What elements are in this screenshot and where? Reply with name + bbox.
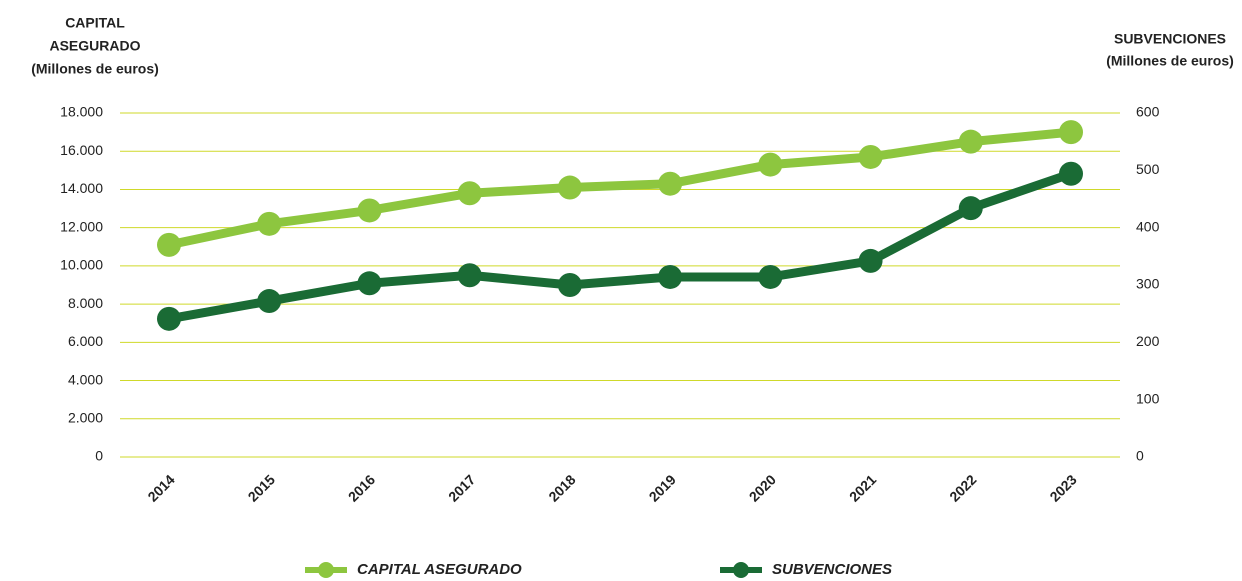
y2-tick-label: 100 (1136, 390, 1160, 406)
y2-tick-label: 500 (1136, 161, 1160, 177)
x-tick-label: 2023 (1046, 471, 1079, 504)
x-tick-label: 2019 (646, 471, 679, 504)
point (858, 248, 883, 273)
y-axis-label: CAPITAL (65, 15, 125, 31)
x-tick-label: 2014 (144, 471, 177, 504)
y-tick-label: 4.000 (68, 371, 103, 387)
point (1059, 120, 1083, 145)
point (858, 144, 883, 169)
y2-tick-label: 200 (1136, 333, 1160, 349)
point (557, 273, 582, 297)
point (1059, 161, 1083, 186)
point (157, 232, 181, 257)
point (658, 264, 683, 289)
y-tick-label: 0 (95, 448, 103, 464)
point (357, 271, 382, 296)
legend-marker (733, 562, 749, 578)
point (257, 289, 282, 314)
x-tick-label: 2021 (846, 471, 879, 504)
point (257, 211, 282, 236)
legend-label: SUBVENCIONES (772, 561, 892, 578)
point (557, 175, 582, 200)
y-tick-label: 2.000 (68, 409, 103, 425)
y-axis-label: ASEGURADO (49, 38, 140, 54)
y2-tick-label: 0 (1136, 448, 1144, 464)
y2-tick-label: 300 (1136, 276, 1160, 292)
x-tick-label: 2018 (545, 471, 578, 504)
point (758, 152, 783, 177)
x-tick-label: 2015 (245, 471, 278, 504)
y-tick-label: 16.000 (60, 142, 103, 158)
x-tick-label: 2020 (746, 471, 779, 504)
y2-tick-label: 400 (1136, 218, 1160, 234)
y-tick-label: 10.000 (60, 257, 103, 273)
series-line (168, 127, 1072, 250)
point (758, 264, 783, 289)
legend-marker (318, 562, 334, 578)
y2-axis-label: (Millones de euros) (1106, 53, 1234, 69)
point (658, 171, 683, 196)
y-tick-label: 6.000 (68, 333, 103, 349)
point (357, 198, 382, 223)
y-tick-label: 8.000 (68, 295, 103, 311)
point (958, 129, 983, 154)
y-tick-label: 14.000 (60, 180, 103, 196)
y2-tick-label: 600 (1136, 104, 1160, 120)
legend-label: CAPITAL ASEGURADO (357, 561, 522, 578)
y-axis-label: (Millones de euros) (31, 61, 159, 77)
y-tick-label: 12.000 (60, 218, 103, 234)
x-tick-label: 2016 (345, 471, 378, 504)
point (457, 263, 482, 288)
point (157, 306, 181, 331)
y-tick-label: 18.000 (60, 104, 103, 120)
x-tick-label: 2022 (946, 471, 979, 504)
point (958, 196, 983, 221)
point (457, 181, 482, 206)
x-tick-label: 2017 (445, 471, 478, 504)
y2-axis-label: SUBVENCIONES (1114, 31, 1226, 47)
series-line (168, 169, 1073, 324)
